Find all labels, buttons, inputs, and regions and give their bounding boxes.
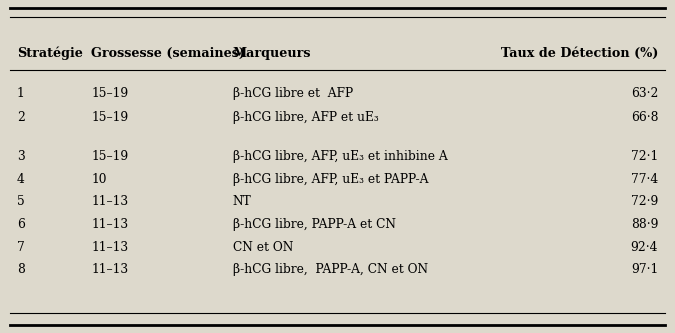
Text: Marqueurs: Marqueurs <box>233 47 311 60</box>
Text: Grossesse (semaines): Grossesse (semaines) <box>91 47 245 60</box>
Text: β-hCG libre, AFP, uE₃ et inhibine A: β-hCG libre, AFP, uE₃ et inhibine A <box>233 150 448 163</box>
Text: 11–13: 11–13 <box>91 218 128 231</box>
Text: 11–13: 11–13 <box>91 195 128 208</box>
Text: 92·4: 92·4 <box>630 240 658 254</box>
Text: 77·4: 77·4 <box>631 172 658 186</box>
Text: 72·1: 72·1 <box>631 150 658 163</box>
Text: 2: 2 <box>17 111 25 124</box>
Text: 72·9: 72·9 <box>630 195 658 208</box>
Text: 88·9: 88·9 <box>630 218 658 231</box>
Text: β-hCG libre, AFP et uE₃: β-hCG libre, AFP et uE₃ <box>233 111 379 124</box>
Text: 6: 6 <box>17 218 25 231</box>
Text: 7: 7 <box>17 240 24 254</box>
Text: 97·1: 97·1 <box>631 263 658 276</box>
Text: 10: 10 <box>91 172 107 186</box>
Text: 15–19: 15–19 <box>91 111 128 124</box>
Text: β-hCG libre, AFP, uE₃ et PAPP-A: β-hCG libre, AFP, uE₃ et PAPP-A <box>233 172 429 186</box>
Text: β-hCG libre,  PAPP-A, CN et ON: β-hCG libre, PAPP-A, CN et ON <box>233 263 428 276</box>
Text: 15–19: 15–19 <box>91 150 128 163</box>
Text: 3: 3 <box>17 150 24 163</box>
Text: 5: 5 <box>17 195 24 208</box>
Text: 63·2: 63·2 <box>630 87 658 100</box>
Text: 1: 1 <box>17 87 24 100</box>
Text: NT: NT <box>233 195 252 208</box>
Text: β-hCG libre et  AFP: β-hCG libre et AFP <box>233 87 353 100</box>
Text: 15–19: 15–19 <box>91 87 128 100</box>
Text: Taux de Détection (%): Taux de Détection (%) <box>501 47 658 60</box>
Text: 8: 8 <box>17 263 25 276</box>
Text: CN et ON: CN et ON <box>233 240 293 254</box>
Text: 11–13: 11–13 <box>91 240 128 254</box>
Text: 11–13: 11–13 <box>91 263 128 276</box>
Text: 4: 4 <box>17 172 25 186</box>
Text: β-hCG libre, PAPP-A et CN: β-hCG libre, PAPP-A et CN <box>233 218 396 231</box>
Text: Stratégie: Stratégie <box>17 47 83 60</box>
Text: 66·8: 66·8 <box>630 111 658 124</box>
